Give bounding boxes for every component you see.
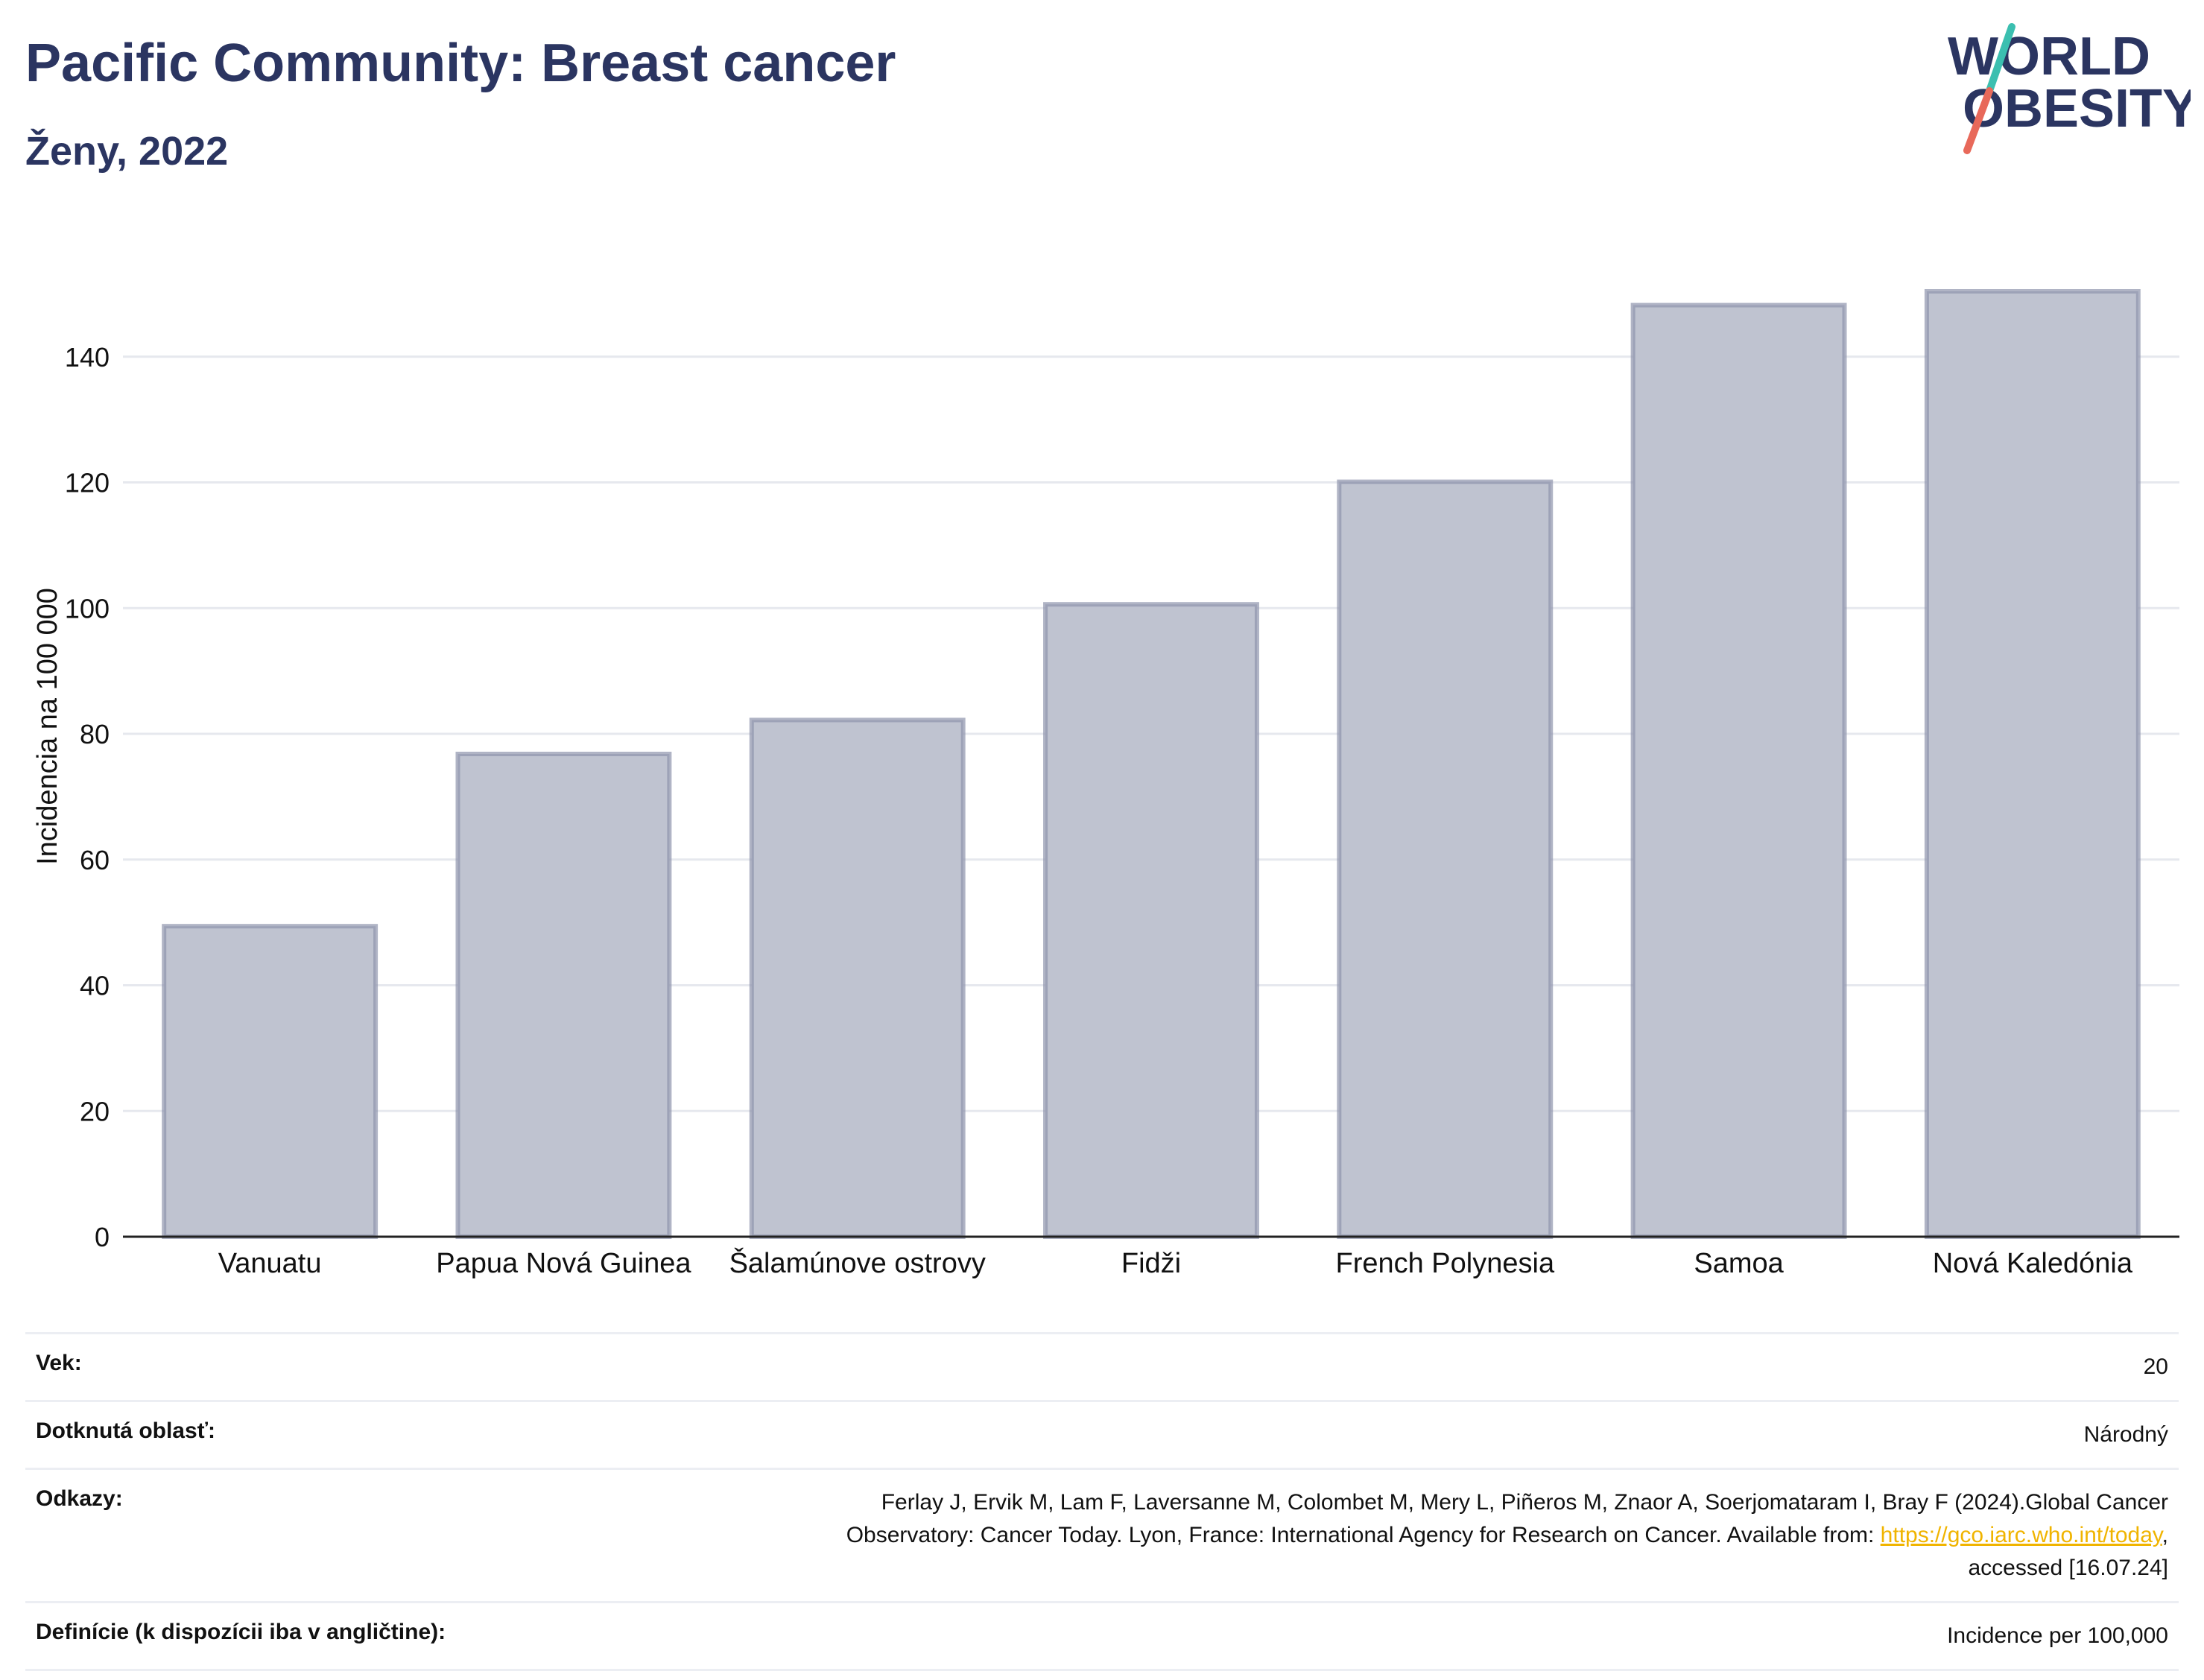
references-label: Odkazy: [25,1468,568,1603]
bar [162,924,379,1239]
age-label: Vek: [25,1332,568,1402]
meta-row-age: Vek: 20 [25,1332,2179,1402]
x-tick-label: Fidži [1121,1248,1181,1279]
bar [749,717,966,1239]
bar [1630,302,1847,1239]
metadata-table: Vek: 20 Dotknutá oblasť: Národný Odkazy:… [25,1332,2179,1671]
logo-slash-top [1986,23,2015,95]
y-tick-label: 140 [65,342,110,373]
bar [455,752,672,1239]
references-link[interactable]: https://gco.iarc.who.int/today [1880,1523,2162,1547]
bar-chart: 0 20 40 60 80 100 120 140 Incidencia na 100 000 V… [32,289,2179,1279]
x-tick-label: Šalamúnove ostrovy [729,1246,986,1279]
world-obesity-logo: WORLD OBESITY [1948,23,2191,154]
x-tick-label: Papua Nová Guinea [436,1248,691,1279]
y-tick-label: 40 [80,971,110,1001]
bar [1337,479,1554,1239]
x-tick-label: Samoa [1694,1248,1784,1279]
area-value: Národný [568,1400,2179,1470]
definitions-label: Definície (k dispozícii iba v angličtine… [25,1601,568,1671]
bar [1043,602,1259,1239]
references-value: Ferlay J, Ervik M, Lam F, Laversanne M, … [568,1468,2179,1603]
logo-word-obesity: OBESITY [1963,79,2191,139]
references-text-1: Ferlay J, Ervik M, Lam F, Laversanne M, … [881,1490,2168,1515]
y-axis-title: Incidencia na 100 000 [32,588,63,865]
age-value: 20 [568,1332,2179,1402]
references-text-2: Observatory: Cancer Today. Lyon, France:… [846,1523,1881,1547]
y-tick-label: 100 [65,593,110,624]
y-tick-label: 0 [95,1222,110,1252]
meta-row-references: Odkazy: Ferlay J, Ervik M, Lam F, Lavers… [25,1468,2179,1603]
references-text-3: , [2162,1523,2168,1547]
bar [1924,289,2141,1239]
y-tick-label: 120 [65,468,110,498]
logo-word-world: WORLD [1948,27,2150,86]
y-tick-label: 20 [80,1096,110,1126]
area-label: Dotknutá oblasť: [25,1400,568,1470]
chart-title: Pacific Community: Breast cancer [25,34,896,93]
y-tick-label: 60 [80,845,110,875]
y-tick-label: 80 [80,719,110,749]
chart-subtitle: Ženy, 2022 [25,129,229,174]
meta-row-area: Dotknutá oblasť: Národný [25,1400,2179,1470]
x-tick-label: French Polynesia [1335,1248,1554,1279]
definitions-value: Incidence per 100,000 [568,1601,2179,1671]
x-tick-label: Vanuatu [218,1248,322,1279]
x-tick-label: Nová Kaledónia [1933,1248,2133,1279]
meta-row-definitions: Definície (k dispozícii iba v angličtine… [25,1601,2179,1671]
references-text-4: accessed [16.07.24] [1968,1556,2168,1580]
logo-slash-bottom [1963,87,1993,154]
